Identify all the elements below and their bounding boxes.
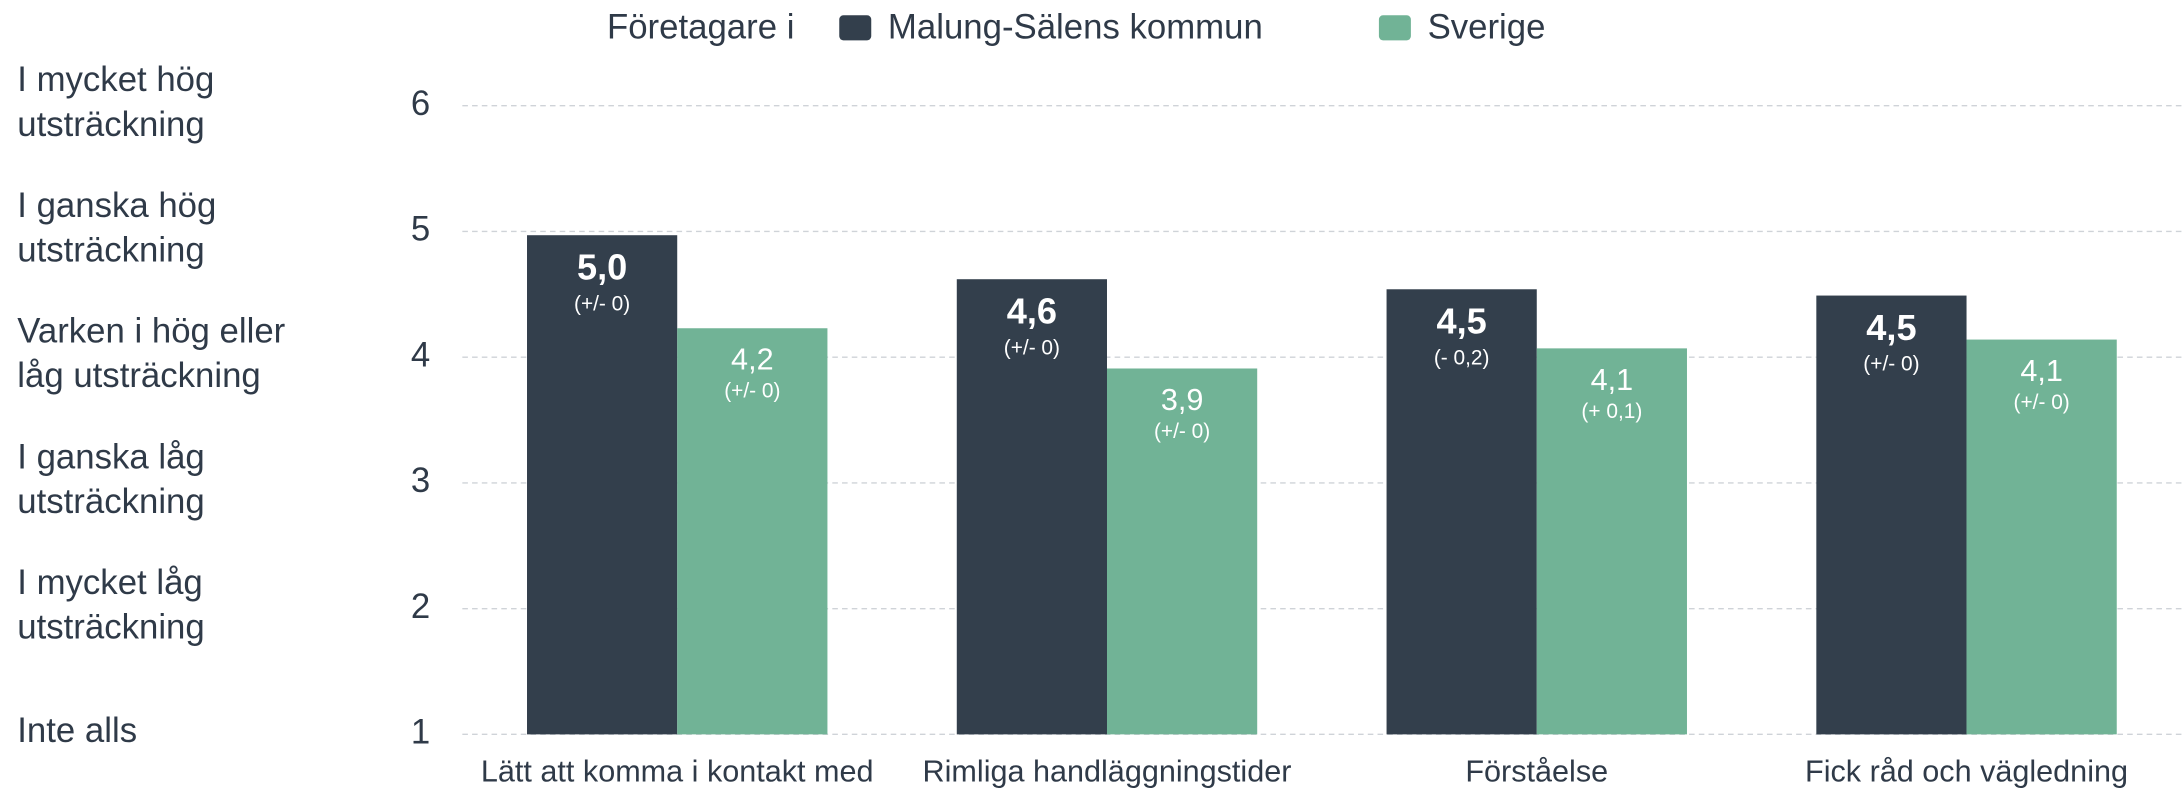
bar [1386,289,1537,735]
y-level-description: utsträckning [17,609,204,647]
y-tick-label: 3 [411,462,430,500]
value-label: 3,9 [1161,383,1204,417]
y-level-description: utsträckning [17,231,204,269]
legend-swatch [839,15,872,41]
y-level-description: I mycket hög [17,61,214,99]
x-tick-label: Fick råd och vägledning [1805,754,2128,788]
value-label: 5,0 [577,247,627,288]
x-tick-label: Lätt att komma i kontakt med [481,754,874,788]
y-tick-label: 1 [411,714,430,752]
bar [677,328,828,735]
bar [1966,339,2117,735]
change-label: (+/- 0) [574,292,630,315]
value-label: 4,6 [1007,291,1057,332]
change-label: (+/- 0) [1863,353,1919,376]
value-label: 4,1 [2020,354,2063,388]
y-level-description: låg utsträckning [17,357,261,395]
legend-label: Sverige [1428,8,1546,46]
y-level-description: Varken i hög eller [17,313,285,351]
change-label: (+/- 0) [724,380,780,403]
y-level-description: utsträckning [17,483,204,521]
x-tick-label: Förståelse [1465,754,1608,788]
x-tick-label: Rimliga handläggningstider [923,754,1292,788]
change-label: (+/- 0) [2014,391,2070,414]
y-level-description: I ganska låg [17,438,204,476]
y-level-description: I ganska hög [17,187,216,225]
y-level-description: utsträckning [17,106,204,144]
change-label: (+/- 0) [1154,420,1210,443]
y-tick-label: 5 [411,211,430,249]
bar [1106,368,1258,735]
change-label: (+ 0,1) [1581,400,1642,423]
y-tick-label: 6 [411,85,430,123]
y-level-description: Inte alls [17,712,137,750]
value-label: 4,5 [1866,307,1916,348]
y-level-description: I mycket låg [17,564,202,602]
change-label: (- 0,2) [1434,346,1490,369]
bar [527,235,678,735]
bar [1816,295,1967,735]
value-label: 4,2 [731,343,774,377]
bar [956,279,1107,735]
change-label: (+/- 0) [1004,336,1060,359]
value-label: 4,1 [1591,363,1634,397]
value-label: 4,5 [1437,301,1487,342]
legend-label: Malung-Sälens kommun [888,8,1263,46]
legend-title: Företagare i [607,8,794,46]
legend-swatch [1378,15,1411,41]
y-tick-label: 4 [411,336,430,374]
bar [1536,348,1687,735]
y-tick-label: 2 [411,588,430,626]
